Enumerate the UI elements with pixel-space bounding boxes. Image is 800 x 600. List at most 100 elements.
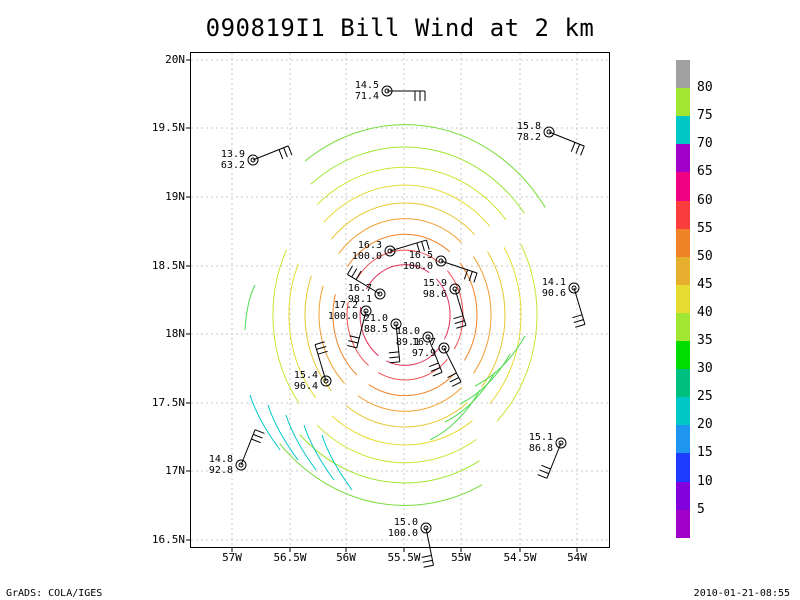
station-dot-icon [558,440,564,446]
wind-barb-feather [572,314,583,319]
colorbar-label: 5 [697,501,705,517]
wind-barb-feather [421,554,432,558]
wind-barb-feather [451,381,462,387]
colorbar-swatch [676,509,690,539]
wind-barb-feather [421,241,425,252]
streamline [459,353,511,405]
lon-tick-label: 56W [336,551,356,564]
wind-barb-feather [463,269,469,280]
colorbar-swatch [676,481,690,511]
wind-barb-feather [251,438,261,444]
station-marker: 15.998.6 [423,278,467,329]
colorbar-swatch [676,341,690,370]
streamline [378,358,448,381]
wind-barb-feather [388,351,399,354]
station-dot-icon [323,378,329,384]
streamlines [244,124,546,506]
streamline [346,233,451,267]
streamline [316,424,477,464]
streamline [436,278,451,340]
streamline [316,166,507,221]
station-ring-icon [235,459,247,471]
station-dot-icon [387,248,393,254]
station-speed-label: 15.8 [517,121,541,132]
lat-tick-label: 17.5N [151,396,185,409]
station-pct-label: 88.5 [364,324,388,335]
streamline [323,184,491,227]
wind-barb-feather [348,340,359,344]
streamline [249,394,281,451]
wind-barb-feather [278,149,284,160]
streamline [481,251,506,388]
station-speed-label: 15.1 [529,432,553,443]
station-speed-label: 14.8 [209,454,233,465]
station-dot-icon [425,334,431,340]
streamline [332,294,358,376]
wind-barb-feather [428,362,439,368]
streamline [299,434,480,484]
wind-barb-feather [389,361,400,364]
wind-barb-feather [349,335,360,339]
colorbar-swatch [676,116,690,145]
station-marker: 16.798.1 [346,265,386,305]
station-pct-label: 97.9 [412,348,436,359]
colorbar-label: 80 [697,80,713,96]
streamline [359,306,379,357]
streamline [496,243,538,422]
station-marker: 21.088.5 [364,313,402,364]
station-dot-icon [250,157,256,163]
wind-barb-feather [468,271,473,282]
streamline [331,415,473,446]
wind-barb-feather [456,324,467,329]
station-ring-icon [543,126,555,138]
station-speed-label: 15.4 [294,370,318,381]
station-dot-icon [438,258,444,264]
colorbar-swatch [676,228,690,258]
colorbar-label: 20 [697,417,713,433]
station-marker: 16.797.9 [412,337,462,387]
wind-barb-feather [314,341,325,346]
colorbar-label: 60 [697,192,713,208]
wind-barb-feather [254,429,265,434]
colorbar-label: 75 [697,108,713,124]
streamline [279,443,483,506]
wind-barb-feather [539,469,549,475]
streamline [285,414,317,471]
station-pct-label: 100.0 [403,261,433,272]
wind-barb [395,323,401,362]
wind-barb [240,429,256,466]
station-pct-label: 96.4 [294,381,318,392]
wind-barb-feather [283,147,288,158]
streamline [444,371,496,423]
lon-tick-label: 57W [222,551,242,564]
lat-tick-label: 19.5N [151,121,185,134]
map-frame [190,52,610,548]
footer-credit: GrADS: COLA/IGES [6,588,103,599]
station-speed-label: 18.0 [396,326,420,337]
streamline [318,285,345,384]
streamline [365,264,430,290]
wind-barb-feather [575,144,581,154]
station-marker: 14.892.8 [209,429,265,476]
station-marker: 14.571.4 [355,80,426,102]
lat-tick-label: 18N [165,327,185,340]
wind-barb-feather [422,559,433,563]
station-marker: 14.190.6 [542,277,586,328]
wind-barb-feather [316,346,327,350]
wind-barb-feather [541,464,551,470]
station-pct-label: 90.6 [542,288,566,299]
wind-barb [314,344,327,382]
wind-barb-feather [425,239,430,250]
station-dot-icon [452,286,458,292]
station-marker: 18.089.1 [396,326,443,377]
station-speed-label: 16.7 [412,337,436,348]
colorbar-swatch [676,284,690,314]
colorbar-label: 25 [697,389,713,405]
lat-tick-label: 17N [165,464,185,477]
station-ring-icon [360,305,372,317]
